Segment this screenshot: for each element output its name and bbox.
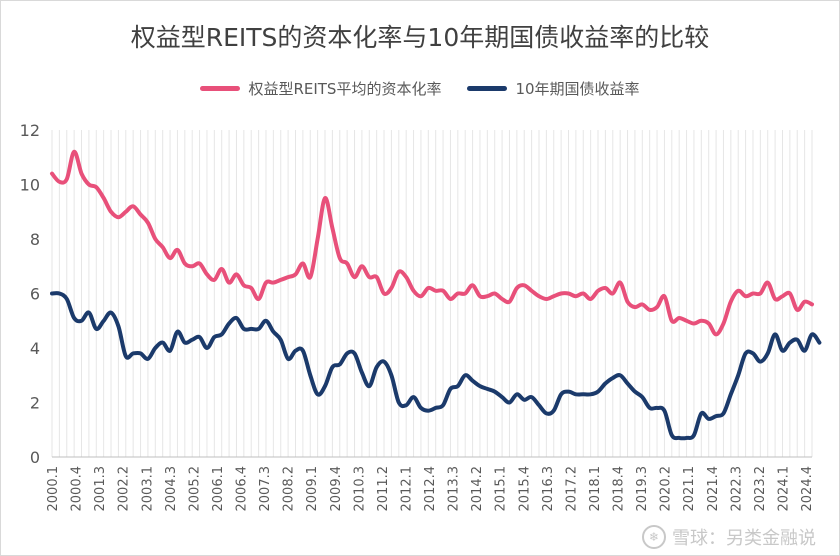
x-tick-label: 2002.2 bbox=[117, 466, 132, 512]
snowball-logo-icon: ❄ bbox=[642, 525, 666, 549]
y-tick-label: 6 bbox=[30, 285, 40, 304]
x-tick-label: 2008.2 bbox=[282, 466, 297, 512]
series-line-treasury bbox=[50, 291, 822, 441]
legend-item-treasury: 10年期国债收益率 bbox=[467, 78, 640, 99]
legend-label-cap-rate: 权益型REITS平均的资本化率 bbox=[248, 80, 442, 98]
x-tick-label: 2015.4 bbox=[517, 466, 532, 512]
x-tick-label: 2016.3 bbox=[541, 466, 556, 512]
x-tick-label: 2001.3 bbox=[93, 466, 108, 512]
x-tick-label: 2021.1 bbox=[682, 466, 697, 512]
x-tick-label: 2004.3 bbox=[164, 466, 179, 512]
legend-swatch-cap-rate bbox=[200, 86, 241, 91]
x-tick-label: 2009.4 bbox=[329, 466, 344, 512]
x-tick-label: 2020.2 bbox=[659, 466, 674, 512]
x-tick-label: 2015.1 bbox=[494, 466, 509, 512]
watermark-text: 雪球：另类金融说 bbox=[672, 528, 816, 549]
x-tick-label: 2005.2 bbox=[187, 466, 202, 512]
x-tick-label: 2013.3 bbox=[447, 466, 462, 512]
x-tick-label: 2014.2 bbox=[470, 466, 485, 512]
chart-title: 权益型REITS的资本化率与10年期国债收益率的比较 bbox=[130, 23, 710, 52]
x-tick-label: 2018.4 bbox=[612, 466, 627, 512]
x-tick-label: 2011.2 bbox=[376, 466, 391, 512]
x-tick-label: 2000.1 bbox=[46, 466, 61, 512]
x-tick-label: 2006.1 bbox=[211, 466, 226, 512]
y-tick-label: 8 bbox=[30, 230, 40, 249]
watermark: ❄ 雪球：另类金融说 bbox=[642, 524, 816, 550]
x-tick-label: 2007.3 bbox=[258, 466, 273, 512]
legend: 权益型REITS平均的资本化率 10年期国债收益率 bbox=[0, 78, 840, 99]
x-tick-label: 2018.1 bbox=[588, 466, 603, 512]
y-tick-label: 0 bbox=[30, 448, 40, 467]
x-tick-label: 2009.1 bbox=[305, 466, 320, 512]
x-tick-label: 2006.4 bbox=[235, 466, 250, 512]
legend-swatch-treasury bbox=[467, 86, 508, 91]
x-tick-label: 2010.3 bbox=[352, 466, 367, 512]
x-tick-label: 2000.4 bbox=[70, 466, 85, 512]
x-tick-label: 2023.2 bbox=[753, 466, 768, 512]
x-tick-label: 2003.1 bbox=[140, 466, 155, 512]
y-tick-label: 10 bbox=[20, 176, 40, 195]
series-line-cap-rate bbox=[50, 149, 814, 337]
x-tick-label: 2017.2 bbox=[564, 466, 579, 512]
legend-item-cap-rate: 权益型REITS平均的资本化率 bbox=[200, 78, 441, 99]
x-tick-label: 2012.1 bbox=[399, 466, 414, 512]
y-tick-label: 12 bbox=[20, 121, 40, 140]
x-tick-label: 2024.4 bbox=[800, 466, 815, 512]
y-tick-label: 2 bbox=[30, 394, 40, 413]
x-tick-label: 2021.4 bbox=[706, 466, 721, 512]
x-tick-label: 2012.4 bbox=[423, 466, 438, 512]
x-tick-label: 2019.3 bbox=[635, 466, 650, 512]
y-tick-label: 4 bbox=[30, 339, 40, 358]
x-tick-label: 2024.1 bbox=[776, 466, 791, 512]
x-tick-label: 2022.3 bbox=[729, 466, 744, 512]
legend-label-treasury: 10年期国债收益率 bbox=[515, 80, 640, 98]
